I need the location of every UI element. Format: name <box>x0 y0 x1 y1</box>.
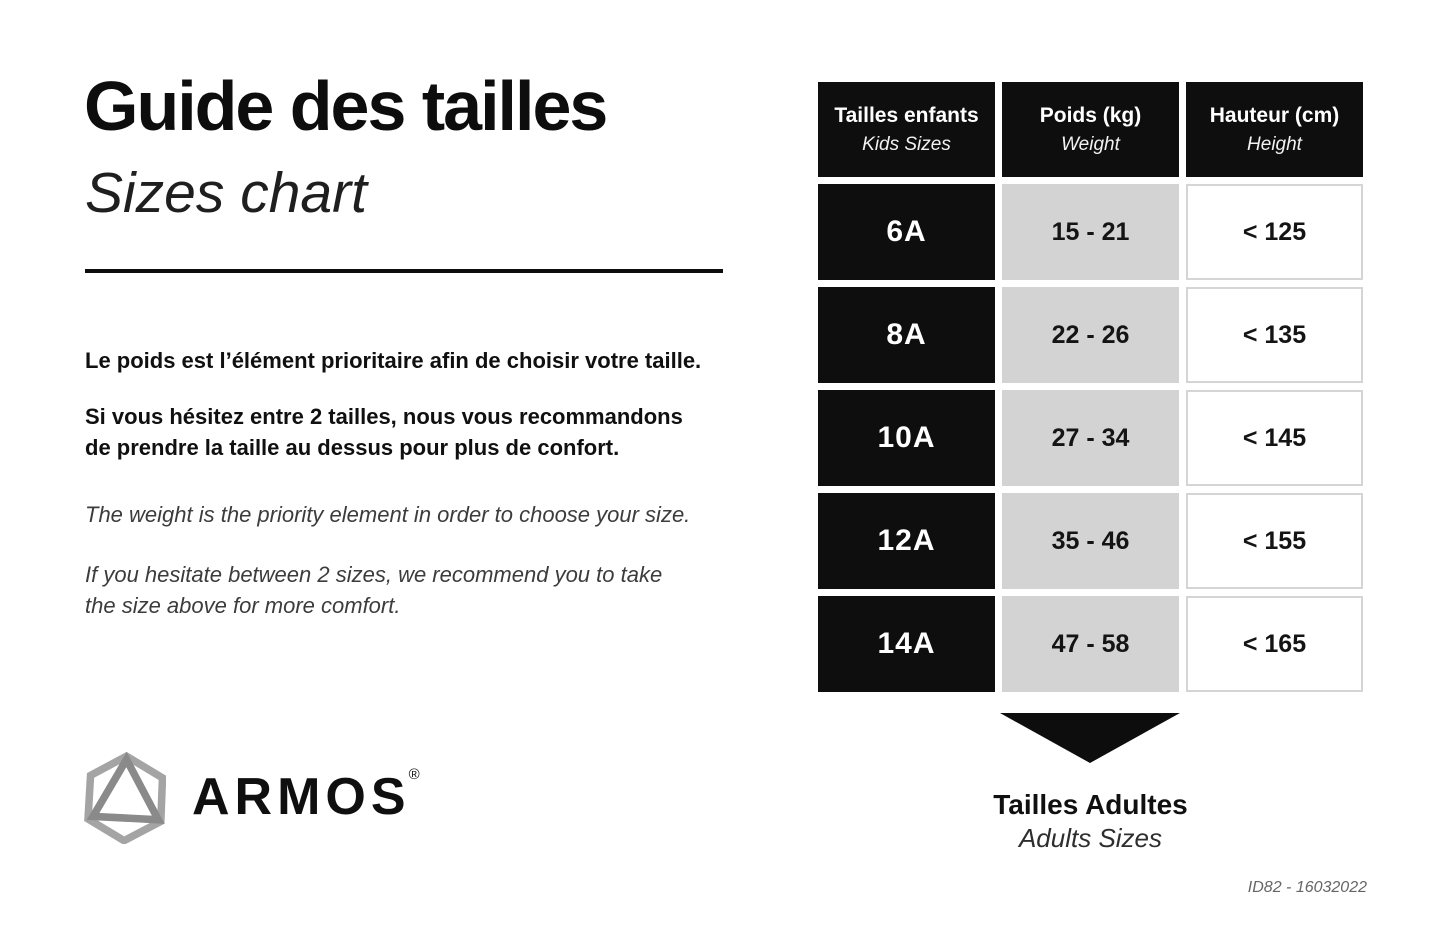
intro-en-2-line2: the size above for more comfort. <box>85 593 401 619</box>
column-header-fr: Poids (kg) <box>1039 103 1142 127</box>
weight-cell: 47 - 58 <box>1002 596 1179 692</box>
intro-fr-2-line1: Si vous hésitez entre 2 tailles, nous vo… <box>85 404 683 429</box>
kids-sizes-table: Tailles enfants Kids Sizes Poids (kg) We… <box>818 82 1363 692</box>
column-header-en: Height <box>1247 133 1302 155</box>
size-cell: 12A <box>818 493 995 589</box>
page-title: Guide des tailles <box>84 67 608 145</box>
intro-paragraph-en-1: The weight is the priority element in or… <box>85 502 691 527</box>
weight-cell: 15 - 21 <box>1002 184 1179 280</box>
weight-cell: 27 - 34 <box>1002 390 1179 486</box>
height-cell: < 135 <box>1186 287 1363 383</box>
intro-paragraph-fr-1: Le poids est l’élément prioritaire afin … <box>85 348 702 373</box>
adults-sizes-label-fr: Tailles Adultes <box>993 789 1188 820</box>
column-header-en: Weight <box>1061 133 1120 155</box>
column-header-kids-sizes: Tailles enfants Kids Sizes <box>818 82 995 177</box>
brand-name-text: ARMOS <box>192 767 411 826</box>
column-header-fr: Hauteur (cm) <box>1209 103 1340 127</box>
brand-name: ARMOS® <box>192 766 422 827</box>
page-subtitle: Sizes chart <box>85 161 367 225</box>
title-divider <box>85 269 723 273</box>
column-header-en: Kids Sizes <box>862 133 951 155</box>
intro-paragraph-en-2: If you hesitate between 2 sizes, we reco… <box>85 559 662 621</box>
intro-paragraph-fr-2: Si vous hésitez entre 2 tailles, nous vo… <box>85 401 683 463</box>
intro-en-2-line1: If you hesitate between 2 sizes, we reco… <box>85 562 663 587</box>
armos-logo-icon <box>82 751 167 849</box>
height-cell: < 165 <box>1186 596 1363 692</box>
adults-sizes-label-en: Adults Sizes <box>1018 823 1163 853</box>
intro-fr-2-line2: de prendre la taille au dessus pour plus… <box>85 435 620 461</box>
brand-logo: ARMOS® <box>82 751 422 849</box>
registered-trademark-icon: ® <box>408 766 420 784</box>
weight-cell: 35 - 46 <box>1002 493 1179 589</box>
weight-cell: 22 - 26 <box>1002 287 1179 383</box>
down-triangle-icon <box>1000 713 1180 763</box>
height-cell: < 145 <box>1186 390 1363 486</box>
size-cell: 14A <box>818 596 995 692</box>
column-header-weight: Poids (kg) Weight <box>1002 82 1179 177</box>
height-cell: < 125 <box>1186 184 1363 280</box>
document-id: ID82 - 16032022 <box>1247 879 1367 896</box>
column-header-fr: Tailles enfants <box>834 103 979 127</box>
size-cell: 8A <box>818 287 995 383</box>
height-cell: < 155 <box>1186 493 1363 589</box>
size-cell: 6A <box>818 184 995 280</box>
size-cell: 10A <box>818 390 995 486</box>
column-header-height: Hauteur (cm) Height <box>1186 82 1363 177</box>
